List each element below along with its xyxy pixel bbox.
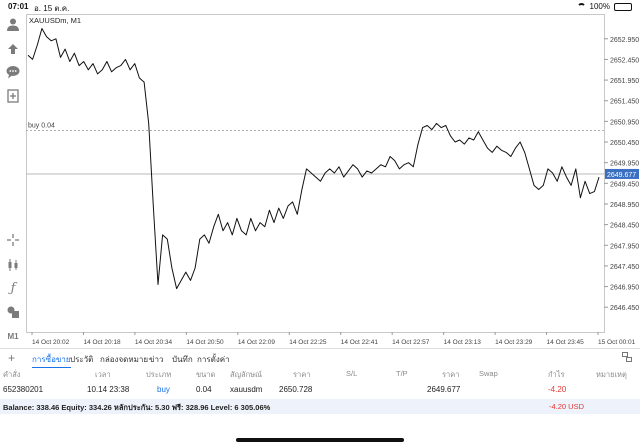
col-tp: T/P [396, 369, 408, 378]
x-tick-label: 14 Oct 22:25 [289, 339, 327, 346]
tab-settings[interactable]: การตั้งค่า [197, 355, 230, 364]
chart-title: XAUUSDm, M1 [29, 16, 81, 25]
add-tab-icon[interactable]: + [8, 351, 16, 365]
layout-icon[interactable] [622, 352, 632, 365]
candle-icon[interactable] [5, 257, 21, 273]
y-tick-label: 2651.950 [610, 78, 639, 85]
order-symbol: xauusdm [230, 385, 263, 394]
chat-icon[interactable] [5, 64, 21, 80]
bottom-tab-bar: + การซื้อขาย ประวัติ กล่องจดหมาย ข่าว บั… [0, 348, 640, 368]
col-type: ประเภท [146, 370, 172, 379]
order-time: 10.14 23:38 [87, 385, 130, 394]
y-tick-label: 2651.450 [610, 99, 639, 106]
col-time: เวลา [95, 370, 111, 379]
x-tick-label: 14 Oct 22:57 [392, 339, 430, 346]
wifi-icon [576, 3, 586, 10]
col-profit: กำไร [548, 370, 565, 379]
add-indicator-icon[interactable] [5, 88, 21, 104]
x-tick-label: 14 Oct 22:41 [341, 339, 379, 346]
balance-bar: Balance: 338.46 Equity: 334.26 หลักประกั… [0, 399, 640, 414]
home-indicator [236, 438, 404, 442]
order-line-label: buy 0.04 [28, 123, 55, 130]
status-bar: 07:01 อ. 15 ต.ค. 100% [0, 0, 640, 14]
x-tick-label: 14 Oct 23:13 [444, 339, 482, 346]
battery-percent: 100% [589, 2, 610, 11]
shapes-icon[interactable] [5, 304, 21, 320]
tab-news[interactable]: ข่าว [149, 355, 164, 364]
order-id: 652380201 [3, 385, 44, 394]
y-tick-label: 2649.950 [610, 161, 639, 168]
crosshair-icon[interactable] [5, 232, 21, 248]
col-volume: ขนาด [196, 370, 216, 379]
col-symbol: สัญลักษณ์ [230, 370, 263, 379]
share-icon[interactable] [5, 40, 21, 56]
y-tick-label: 2650.950 [610, 119, 639, 126]
order-volume: 0.04 [196, 385, 212, 394]
status-right: 100% [576, 2, 632, 11]
x-tick-label: 14 Oct 20:34 [135, 339, 173, 346]
y-tick-label: 2647.450 [610, 264, 639, 271]
x-tick-label: 14 Oct 20:18 [83, 339, 121, 346]
timeframe-icon[interactable]: M1 [7, 331, 19, 341]
balance-summary: Balance: 338.46 Equity: 334.26 หลักประกั… [3, 403, 271, 412]
col-order: คำสั่ง [3, 370, 21, 379]
x-tick-label: 14 Oct 20:50 [186, 339, 224, 346]
col-current-price: ราคา [442, 370, 460, 379]
col-swap: Swap [479, 369, 498, 378]
current-price-tag [605, 168, 639, 179]
status-time: 07:01 [8, 2, 29, 11]
y-tick-label: 2648.950 [610, 202, 639, 209]
y-tick-label: 2650.450 [610, 140, 639, 147]
y-tick-label: 2652.950 [610, 37, 639, 44]
tab-journal[interactable]: บันทึก [172, 355, 193, 364]
function-icon[interactable]: ƒ [10, 280, 16, 296]
order-profit: -4.20 [548, 385, 567, 394]
tab-trade[interactable]: การซื้อขาย [32, 353, 71, 368]
left-toolbar: ƒ M1 [0, 14, 26, 344]
x-tick-label: 14 Oct 20:02 [32, 339, 70, 346]
x-tick-label: 14 Oct 22:09 [238, 339, 276, 346]
y-tick-label: 2647.950 [610, 243, 639, 250]
col-sl: S/L [346, 369, 358, 378]
y-tick-label: 2648.450 [610, 223, 639, 230]
y-tick-label: 2646.950 [610, 285, 639, 292]
col-open-price: ราคา [293, 370, 311, 379]
current-price-label: 2649.677 [607, 172, 636, 179]
order-type: buy [157, 385, 170, 394]
tab-mailbox[interactable]: กล่องจดหมาย [100, 355, 149, 364]
y-tick-label: 2652.450 [610, 57, 639, 64]
y-tick-label: 2649.450 [610, 181, 639, 188]
battery-icon [614, 2, 632, 11]
order-open-price: 2650.728 [279, 385, 313, 394]
balance-profit: -4.20 USD [549, 402, 585, 411]
order-current-price: 2649.677 [427, 385, 461, 394]
y-tick-label: 2646.450 [610, 305, 639, 312]
x-tick-label: 15 Oct 00:01 [598, 339, 636, 346]
price-chart-svg[interactable]: 2652.950 2652.450 2651.950 2651.450 2650.950… [26, 14, 640, 348]
price-chart[interactable]: 2652.950 2652.450 2651.950 2651.450 2650.950… [26, 14, 640, 348]
x-tick-label: 14 Oct 23:29 [495, 339, 533, 346]
x-tick-label: 14 Oct 23:45 [547, 339, 585, 346]
user-icon[interactable] [5, 16, 21, 32]
col-comment: หมายเหตุ [596, 370, 627, 379]
tab-history[interactable]: ประวัติ [70, 355, 94, 364]
status-date: อ. 15 ต.ค. [34, 4, 70, 13]
price-series-line [27, 28, 600, 290]
